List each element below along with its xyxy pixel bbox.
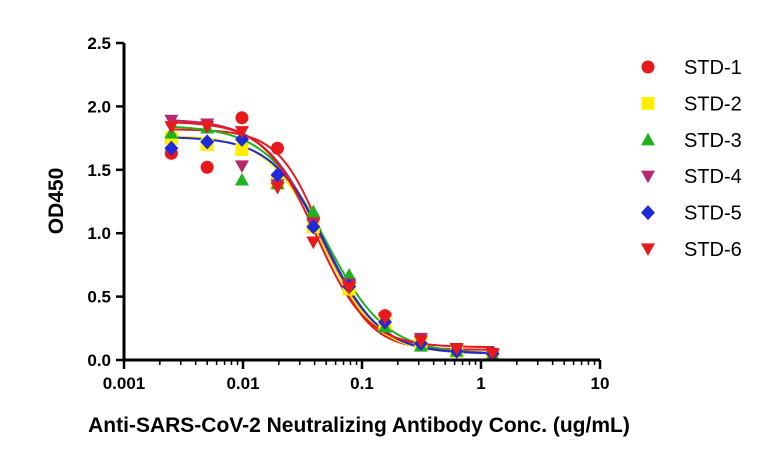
y-axis-title: OD450 <box>45 168 68 235</box>
data-point-std-6 <box>234 126 249 139</box>
data-point-std-5 <box>234 131 249 147</box>
data-point-std-6 <box>342 282 357 295</box>
fit-curve-std-2 <box>169 135 495 355</box>
x-ticks: 0.001 0.01 0.1 1 10 <box>103 360 610 393</box>
legend-label: STD-3 <box>684 130 742 152</box>
data-point-std-2 <box>235 143 249 157</box>
legend: STD-1 STD-2 STD-3 STD-4 STD-5 STD-6 <box>641 57 742 261</box>
data-point-std-5 <box>270 167 285 183</box>
data-point-std-6 <box>449 342 464 356</box>
data-point-std-6 <box>270 181 285 195</box>
data-point-std-3 <box>234 172 249 186</box>
legend-marker-std-6 <box>641 243 655 256</box>
legend-marker-std-5 <box>641 205 655 221</box>
x-tick-label: 0.01 <box>226 374 259 393</box>
data-point-std-6 <box>200 121 215 134</box>
fit-curves <box>169 119 495 355</box>
data-point-std-5 <box>306 219 321 235</box>
y-tick-label: 2.5 <box>87 34 111 53</box>
fit-curve-std-3 <box>169 125 495 354</box>
data-point-std-6 <box>377 312 392 326</box>
data-point-std-4 <box>234 160 249 173</box>
data-point-std-6 <box>306 236 321 250</box>
data-point-std-5 <box>200 134 215 150</box>
fit-curve-std-1 <box>169 128 495 351</box>
data-point-std-1 <box>271 141 285 155</box>
legend-marker-std-3 <box>641 132 655 146</box>
legend-label: STD-2 <box>684 93 742 115</box>
legend-marker-std-4 <box>641 170 655 184</box>
legend-label: STD-5 <box>684 203 742 225</box>
y-ticks: 0.0 0.5 1.0 1.5 2.0 2.5 <box>87 34 124 370</box>
data-point-std-6 <box>485 348 500 361</box>
x-tick-label: 0.001 <box>103 374 146 393</box>
data-point-std-5 <box>164 140 179 156</box>
data-point-std-3 <box>342 268 357 281</box>
legend-marker-std-2 <box>641 96 655 110</box>
data-points <box>164 111 500 362</box>
data-point-std-6 <box>164 121 179 134</box>
fit-curve-std-5 <box>169 136 495 355</box>
y-tick-label: 1.5 <box>87 161 111 180</box>
y-tick-label: 2.0 <box>87 97 111 116</box>
fit-curve-std-6 <box>169 121 495 349</box>
y-tick-label: 1.0 <box>87 224 111 243</box>
data-point-std-6 <box>413 335 428 348</box>
legend-marker-std-1 <box>641 60 655 74</box>
legend-label: STD-4 <box>684 166 742 188</box>
fit-curve-std-4 <box>169 119 495 355</box>
x-tick-label: 10 <box>591 374 610 393</box>
legend-label: STD-6 <box>684 239 742 261</box>
data-point-std-4 <box>164 114 179 128</box>
data-point-std-3 <box>306 204 321 218</box>
data-point-std-1 <box>235 111 249 125</box>
y-tick-label: 0.0 <box>87 351 111 370</box>
x-tick-label: 0.1 <box>350 374 374 393</box>
data-point-std-1 <box>200 160 214 174</box>
x-axis-title: Anti-SARS-CoV-2 Neutralizing Antibody Co… <box>88 414 630 437</box>
x-tick-label: 1 <box>476 374 485 393</box>
y-tick-label: 0.5 <box>87 288 111 307</box>
legend-label: STD-1 <box>684 57 742 79</box>
